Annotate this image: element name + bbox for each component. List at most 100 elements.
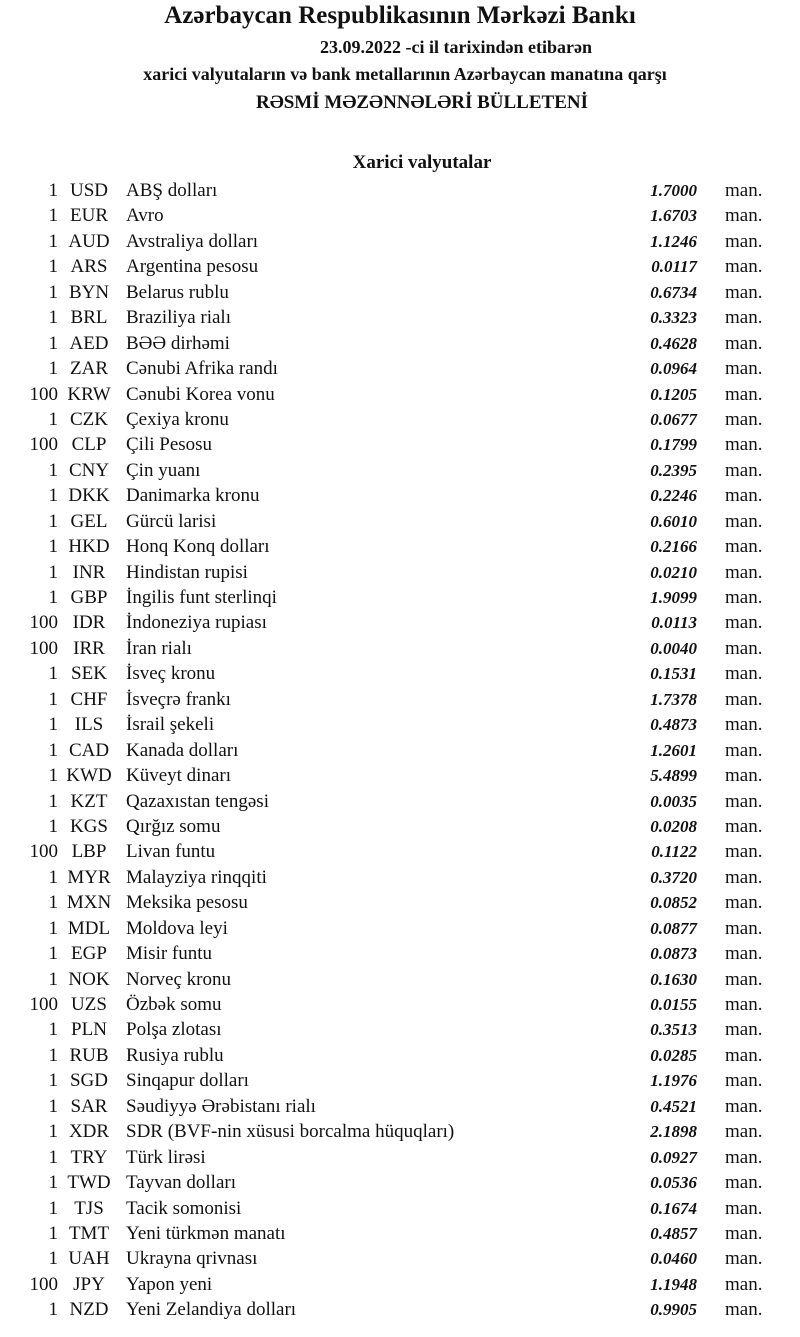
nominal: 1 [48, 459, 59, 481]
nominal: 1 [48, 180, 59, 201]
nominal: 100 [29, 994, 59, 1015]
nominal: 1 [48, 510, 59, 532]
currency-name: Tacik somonisi [126, 1197, 242, 1219]
currency-name: İngilis funt sterlinqi [126, 587, 277, 608]
rate-row: 1 KZT Qazaxıstan tengəsi 0.0035 man. [0, 789, 800, 814]
rate-row: 100 UZS Özbək somu 0.0155 man. [0, 992, 800, 1017]
rate-row: 1 RUB Rusiya rublu 0.0285 man. [0, 1043, 800, 1068]
unit-label: man. [725, 917, 763, 939]
currency-name: Küveyt dinarı [126, 765, 232, 787]
currency-code: KGS [69, 815, 108, 837]
unit-label: man. [725, 663, 763, 685]
currency-code: ARS [70, 256, 108, 278]
currency-code: CLP [71, 434, 107, 456]
currency-name: Çili Pesosu [126, 434, 213, 456]
rate-value: 0.6734 [650, 282, 697, 302]
nominal: 1 [48, 230, 59, 252]
currency-name: Kanada dolları [126, 739, 239, 761]
currency-name: Cənubi Korea vonu [126, 383, 275, 405]
currency-code: KZT [70, 790, 108, 812]
rate-value: 0.9905 [650, 1300, 697, 1320]
currency-code: TWD [67, 1172, 111, 1194]
nominal: 1 [48, 1222, 59, 1244]
unit-label: man. [725, 1044, 763, 1066]
rate-row: 1 CHF İsveçrə frankı 1.7378 man. [0, 687, 800, 712]
currency-code: ILS [74, 714, 104, 736]
currency-code: IDR [72, 612, 106, 634]
rate-row: 1 PLN Polşa zlotası 0.3513 man. [0, 1017, 800, 1042]
currency-name: Avro [126, 205, 164, 227]
rate-value: 0.1799 [650, 435, 697, 455]
rate-row: 1 MXN Meksika pesosu 0.0852 man. [0, 890, 800, 915]
nominal: 1 [48, 765, 59, 787]
rate-value: 0.0536 [650, 1173, 697, 1193]
rate-row: 1 CAD Kanada dolları 1.2601 man. [0, 738, 800, 763]
nominal: 1 [48, 1248, 59, 1270]
unit-label: man. [725, 1222, 763, 1244]
unit-label: man. [725, 637, 763, 659]
nominal: 1 [48, 536, 59, 558]
nominal: 1 [48, 892, 59, 914]
rate-row: 1 INR Hindistan rupisi 0.0210 man. [0, 560, 800, 585]
nominal: 1 [48, 815, 59, 837]
unit-label: man. [725, 1019, 763, 1041]
unit-label: man. [725, 714, 763, 736]
rate-row: 1 SAR Səudiyyə Ərəbistanı rialı 0.4521 man. [0, 1094, 800, 1119]
rate-row: 1 GBP İngilis funt sterlinqi 1.9099 man. [0, 585, 800, 610]
unit-label: man. [725, 1273, 763, 1295]
rate-value: 0.1205 [650, 384, 697, 404]
nominal: 1 [48, 1121, 59, 1143]
nominal: 1 [48, 790, 59, 812]
nominal: 100 [29, 383, 59, 405]
currency-name: Honq Konq dolları [126, 536, 270, 558]
currency-code: NZD [69, 1299, 109, 1321]
rate-row: 1 XDR SDR (BVF-nin xüsusi borcalma hüquqla… [0, 1119, 800, 1144]
currency-name: Cənubi Afrika randı [126, 358, 278, 380]
unit-label: man. [725, 943, 763, 965]
unit-label: man. [725, 1121, 763, 1143]
currency-name: Qırğız somu [126, 815, 221, 837]
rate-row: 1 TMT Yeni türkmən manatı 0.4857 man. [0, 1221, 800, 1246]
currency-name: İsveç kronu [126, 663, 216, 685]
nominal: 1 [48, 256, 59, 278]
nominal: 1 [48, 663, 59, 685]
nominal: 1 [48, 943, 59, 965]
rate-row: 100 IDR İndoneziya rupiası 0.0113 man. [0, 610, 800, 635]
unit-label: man. [725, 307, 763, 329]
unit-label: man. [725, 256, 763, 278]
currency-code: SGD [69, 1070, 108, 1092]
currency-name: Belarus rublu [126, 281, 229, 303]
currency-code: BRL [70, 307, 108, 329]
rate-row: 1 BYN Belarus rublu 0.6734 man. [0, 280, 800, 305]
currency-code: BYN [68, 281, 110, 303]
rate-value: 0.3720 [650, 867, 697, 887]
currency-code: EUR [70, 205, 108, 227]
rate-row: 1 ILS İsrail şekeli 0.4873 man. [0, 712, 800, 737]
unit-label: man. [725, 536, 763, 558]
currency-name: Meksika pesosu [126, 892, 248, 914]
rate-value: 0.0927 [650, 1147, 697, 1167]
currency-name: Çin yuanı [126, 459, 201, 481]
rate-row: 1 HKD Honq Konq dolları 0.2166 man. [0, 534, 800, 559]
bank-name: Azərbaycan Respublikasının Mərkəzi Bankı [164, 2, 636, 29]
nominal: 1 [48, 205, 59, 227]
currency-name: Avstraliya dolları [126, 230, 259, 252]
nominal: 1 [48, 688, 59, 710]
unit-label: man. [725, 739, 763, 761]
currency-name: Ukrayna qrivnası [126, 1248, 258, 1270]
rate-value: 0.4873 [650, 715, 697, 735]
rate-value: 0.0877 [650, 918, 697, 938]
currency-name: Yapon yeni [126, 1273, 213, 1295]
currency-code: MXN [66, 892, 112, 914]
rate-row: 1 TWD Tayvan dolları 0.0536 man. [0, 1170, 800, 1195]
rate-row: 100 CLP Çili Pesosu 0.1799 man. [0, 432, 800, 457]
nominal: 100 [29, 1273, 59, 1295]
currency-code: UZS [71, 994, 107, 1015]
currency-code: KRW [67, 383, 111, 405]
rate-value: 0.0117 [651, 257, 697, 277]
currency-name: Hindistan rupisi [126, 561, 248, 583]
currency-name: Livan funtu [126, 841, 216, 863]
unit-label: man. [725, 1146, 763, 1168]
currency-name: Gürcü larisi [126, 510, 217, 532]
rate-value: 1.6703 [650, 206, 697, 226]
